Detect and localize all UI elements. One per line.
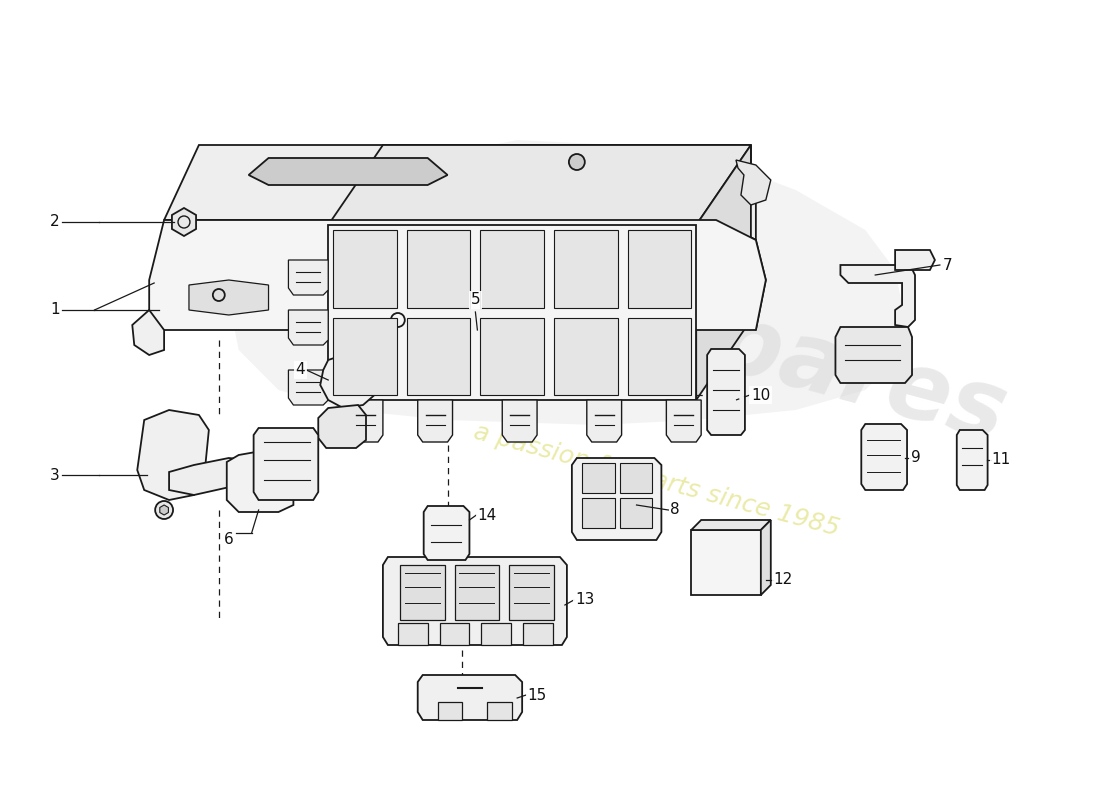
Text: 13: 13 <box>575 593 594 607</box>
Polygon shape <box>333 318 397 395</box>
Polygon shape <box>481 318 544 395</box>
Polygon shape <box>169 458 254 495</box>
Polygon shape <box>572 458 661 540</box>
Polygon shape <box>348 400 383 442</box>
Polygon shape <box>696 145 751 400</box>
Polygon shape <box>418 675 522 720</box>
Polygon shape <box>840 265 915 327</box>
Polygon shape <box>320 345 388 408</box>
Polygon shape <box>189 280 268 315</box>
Polygon shape <box>227 448 294 512</box>
Polygon shape <box>383 557 566 645</box>
Polygon shape <box>895 250 935 270</box>
Polygon shape <box>707 349 745 435</box>
Polygon shape <box>288 260 328 295</box>
Polygon shape <box>619 498 652 528</box>
Polygon shape <box>399 565 444 620</box>
Text: 7: 7 <box>943 258 953 273</box>
Circle shape <box>569 154 585 170</box>
Polygon shape <box>481 230 544 307</box>
Polygon shape <box>582 463 615 493</box>
Polygon shape <box>333 230 397 307</box>
Polygon shape <box>957 430 988 490</box>
Text: 12: 12 <box>773 573 793 587</box>
Polygon shape <box>691 530 761 595</box>
Polygon shape <box>438 702 462 720</box>
Polygon shape <box>582 498 615 528</box>
Text: 15: 15 <box>527 687 547 702</box>
Text: 3: 3 <box>50 467 59 482</box>
Polygon shape <box>586 400 622 442</box>
Text: 6: 6 <box>224 533 233 547</box>
Text: 5: 5 <box>471 293 481 307</box>
Polygon shape <box>454 565 499 620</box>
Polygon shape <box>150 220 766 330</box>
Polygon shape <box>524 623 553 645</box>
Polygon shape <box>288 310 328 345</box>
Polygon shape <box>407 230 471 307</box>
Polygon shape <box>554 230 617 307</box>
Polygon shape <box>328 225 696 400</box>
Polygon shape <box>691 520 771 530</box>
Polygon shape <box>383 145 751 320</box>
Polygon shape <box>482 623 512 645</box>
Polygon shape <box>288 370 328 405</box>
Polygon shape <box>132 310 164 355</box>
Polygon shape <box>328 145 751 225</box>
Text: 14: 14 <box>477 507 496 522</box>
Text: 1: 1 <box>50 302 59 318</box>
Polygon shape <box>418 400 452 442</box>
Polygon shape <box>861 424 908 490</box>
Text: 11: 11 <box>991 453 1011 467</box>
Polygon shape <box>835 327 912 383</box>
Polygon shape <box>249 158 448 185</box>
Text: 10: 10 <box>751 387 770 402</box>
Polygon shape <box>440 623 470 645</box>
Polygon shape <box>254 428 318 500</box>
Text: 9: 9 <box>911 450 921 466</box>
Polygon shape <box>398 623 428 645</box>
Text: eurospares: eurospares <box>416 218 1016 462</box>
Polygon shape <box>554 318 617 395</box>
Text: a passion for parts since 1985: a passion for parts since 1985 <box>471 419 842 541</box>
Polygon shape <box>503 400 537 442</box>
Polygon shape <box>487 702 513 720</box>
Polygon shape <box>667 400 701 442</box>
Polygon shape <box>164 145 756 240</box>
Polygon shape <box>761 520 771 595</box>
Text: 8: 8 <box>670 502 680 518</box>
Polygon shape <box>509 565 554 620</box>
Polygon shape <box>628 318 691 395</box>
Text: 4: 4 <box>296 362 306 378</box>
Polygon shape <box>628 230 691 307</box>
Circle shape <box>155 501 173 519</box>
Polygon shape <box>407 318 471 395</box>
Polygon shape <box>318 405 366 448</box>
Polygon shape <box>138 410 209 500</box>
Polygon shape <box>716 220 766 330</box>
Polygon shape <box>619 463 652 493</box>
Polygon shape <box>424 506 470 560</box>
Text: 2: 2 <box>50 214 59 230</box>
Polygon shape <box>736 160 771 205</box>
Polygon shape <box>172 208 196 236</box>
Polygon shape <box>160 505 168 515</box>
Polygon shape <box>229 140 905 425</box>
